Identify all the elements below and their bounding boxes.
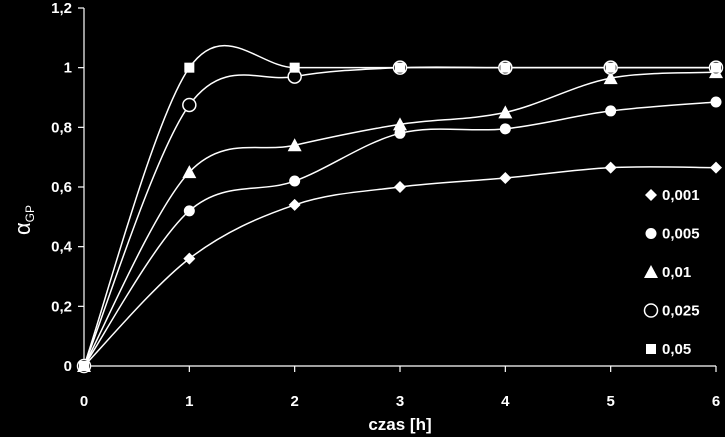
series-markers-0,001 (78, 161, 722, 372)
x-tick-label: 5 (606, 393, 614, 410)
legend-item: 0,01 (644, 264, 691, 281)
data-point (603, 71, 618, 85)
x-tick-label: 0 (80, 393, 88, 410)
data-markers (76, 60, 724, 374)
legend-marker (644, 265, 658, 278)
series-markers-0,05 (79, 62, 721, 371)
data-point (499, 123, 511, 135)
fit-curve-0,01 (83, 71, 717, 367)
legend-label: 0,005 (662, 226, 700, 243)
fit-curve-0,001 (83, 166, 717, 367)
data-point (394, 181, 406, 193)
legend-marker (643, 303, 659, 318)
y-tick-label: 1,2 (51, 0, 72, 17)
legend-marker (646, 344, 656, 354)
data-point (711, 62, 721, 73)
legend: 0,001 0,005 0,01 0,025 0,05 (643, 187, 700, 358)
y-tick-label: 0,4 (51, 239, 73, 256)
y-tick-label: 0,8 (51, 119, 72, 136)
legend-item: 0,05 (646, 341, 691, 358)
fit-curve-0,025 (83, 66, 716, 367)
legend-label: 0,025 (662, 303, 700, 320)
x-tick-label: 6 (712, 393, 720, 410)
data-point (498, 105, 513, 119)
legend-label: 0,05 (662, 341, 691, 358)
series-markers-0,005 (78, 96, 722, 372)
data-point (605, 62, 616, 73)
fit-curve-0,005 (83, 101, 717, 367)
legend-marker (645, 228, 657, 239)
legend-item: 0,005 (645, 226, 700, 243)
legend-marker (645, 189, 657, 201)
y-tick-label: 0,2 (51, 298, 72, 315)
data-point (394, 127, 406, 139)
axes: 0 0,2 0,4 0,6 0,8 1 1,2 0 1 2 3 4 5 6 (51, 0, 720, 410)
x-tick-label: 3 (396, 393, 404, 410)
legend-label: 0,001 (662, 187, 700, 204)
data-point (395, 62, 405, 73)
data-point (182, 97, 197, 113)
data-point (710, 161, 722, 174)
x-tick-label: 4 (501, 393, 510, 410)
data-point (289, 175, 301, 187)
legend-item: 0,001 (645, 187, 700, 204)
data-point (288, 198, 301, 211)
data-point (710, 96, 722, 108)
series-markers-0,025 (76, 60, 724, 374)
x-tick-label: 2 (290, 393, 298, 410)
data-point (393, 117, 407, 131)
data-point (605, 105, 617, 117)
legend-item: 0,025 (643, 303, 700, 320)
data-point (183, 252, 196, 265)
y-axis-title-subscript: GP (23, 205, 37, 222)
data-point (183, 205, 195, 217)
y-tick-label: 0 (64, 358, 72, 375)
data-point (184, 62, 195, 73)
y-axis-title-symbol: α (10, 222, 35, 235)
data-point (182, 165, 197, 179)
y-tick-label: 0,6 (51, 179, 72, 196)
fit-curve-0,05 (83, 44, 716, 367)
data-point (499, 172, 512, 185)
data-point (500, 62, 511, 73)
x-tick-label: 1 (185, 393, 193, 410)
y-axis-title: αGP (10, 205, 37, 235)
legend-label: 0,01 (662, 264, 691, 281)
series-markers-0,01 (77, 65, 723, 372)
y-tick-label: 1 (64, 60, 72, 77)
x-axis-title: czas [h] (368, 415, 431, 434)
data-point (287, 138, 302, 152)
data-point (79, 361, 89, 371)
data-point (604, 161, 617, 174)
fit-curves (83, 44, 717, 367)
data-point (289, 62, 300, 73)
